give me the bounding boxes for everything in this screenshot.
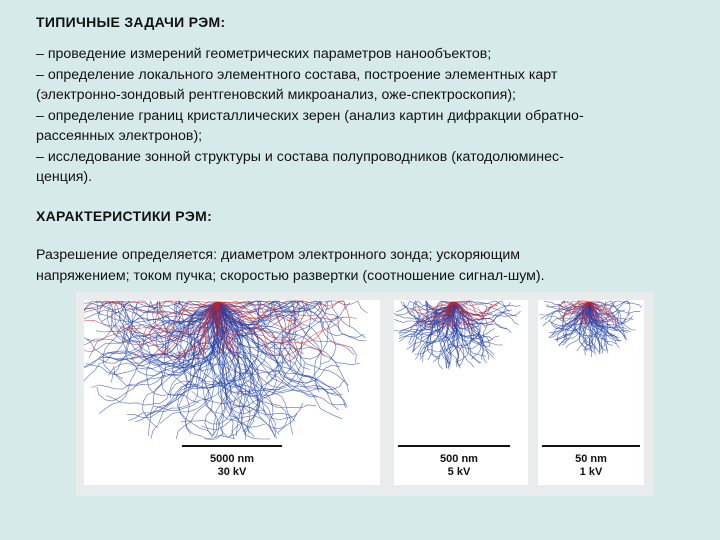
trajectory-plot [394,300,521,370]
trajectory-group [539,300,643,358]
scale-bar [398,445,510,447]
trajectory-plot [84,300,368,440]
voltage-label: 30 kV [217,466,247,478]
trajectory-panel-5kv: 500 nm 5 kV [394,300,528,485]
voltage-label: 5 kV [447,466,471,478]
trajectory-group [409,300,500,330]
characteristics-line: Разрешение определяется: диаметром элект… [36,247,521,263]
tasks-list: – проведение измерений геометрических па… [36,44,686,188]
task-line: – исследование зонной структуры и состав… [36,148,564,165]
task-line: – определение локального элементного сос… [36,66,558,83]
trajectory-panel-30kv: 5000 nm 30 kV [84,300,380,485]
trajectory-panel-1kv: 50 nm 1 kV [538,300,644,485]
trajectory-group [557,300,619,326]
scale-label: 500 nm [440,453,478,465]
characteristics-text: Разрешение определяется: диаметром элект… [36,245,686,286]
task-line: – определение границ кристаллических зер… [36,107,584,124]
scale-label: 5000 nm [209,453,255,465]
trajectory-group [394,300,521,370]
trajectory-plot [539,300,643,358]
task-line: ценция). [36,169,93,185]
trajectory-group [84,300,357,360]
characteristics-line: напряжением; током пучка; скоростью разв… [36,267,545,284]
voltage-label: 1 kV [579,466,603,478]
heading-tasks: ТИПИЧНЫЕ ЗАДАЧИ РЭМ: [36,14,226,30]
electron-trajectory-figure: 5000 nm 30 kV 500 nm 5 kV 50 nm 1 kV [76,292,654,496]
scale-label: 50 nm [575,453,607,465]
task-line: рассеянных электронов); [36,128,203,144]
heading-characteristics: ХАРАКТЕРИСТИКИ РЭМ: [36,208,213,224]
trajectory-group [84,300,368,440]
scale-bar [542,445,640,447]
task-line: (электронно-зондовый рентгеновский микро… [36,87,516,103]
task-line: – проведение измерений геометрических па… [36,46,492,62]
scale-bar [182,445,282,447]
